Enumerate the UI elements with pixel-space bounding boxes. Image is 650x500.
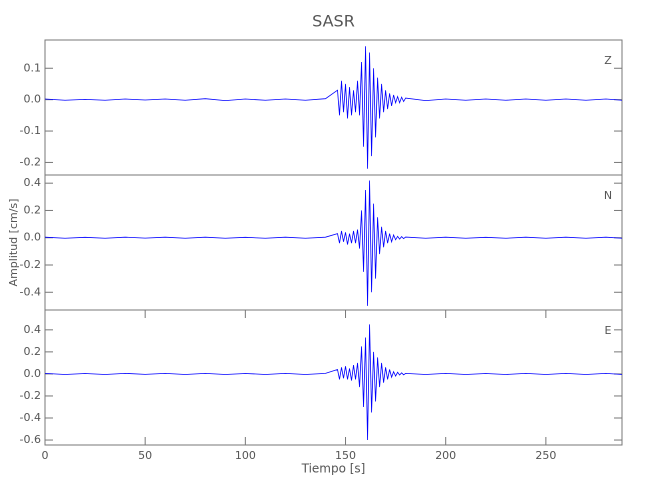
x-tick-label: 150 — [335, 449, 356, 462]
panel-frame — [44, 309, 623, 446]
waveform — [44, 180, 623, 306]
panel-frame — [44, 39, 623, 176]
y-tick-label: -0.1 — [20, 124, 41, 137]
y-axis-label: Amplitud [cm/s] — [7, 199, 20, 287]
waveform — [44, 46, 623, 169]
x-tick-label: 250 — [535, 449, 556, 462]
y-tick-label: -0.2 — [20, 389, 41, 402]
panel-frame — [44, 174, 623, 311]
x-axis-label: Tiempo [s] — [301, 462, 366, 476]
y-tick-label: 0.2 — [24, 203, 42, 216]
y-tick-label: -0.4 — [20, 411, 41, 424]
waveform — [44, 324, 623, 441]
component-label: N — [604, 189, 612, 202]
component-label: E — [605, 324, 612, 337]
y-tick-label: -0.2 — [20, 258, 41, 271]
component-label: Z — [604, 54, 612, 67]
x-tick-label: 200 — [435, 449, 456, 462]
y-tick-label: 0.4 — [24, 323, 42, 336]
y-tick-label: -0.6 — [20, 433, 41, 446]
y-tick-label: -0.4 — [20, 285, 41, 298]
x-tick-label: 100 — [235, 449, 256, 462]
y-tick-label: 0.0 — [24, 367, 42, 380]
y-tick-label: 0.0 — [24, 93, 42, 106]
y-tick-label: -0.2 — [20, 155, 41, 168]
x-tick-label: 50 — [138, 449, 152, 462]
x-tick-label: 0 — [42, 449, 49, 462]
y-tick-label: 0.0 — [24, 231, 42, 244]
y-tick-label: 0.4 — [24, 176, 42, 189]
y-tick-label: 0.1 — [24, 61, 42, 74]
y-tick-label: 0.2 — [24, 345, 42, 358]
chart-title: SASR — [312, 12, 355, 31]
